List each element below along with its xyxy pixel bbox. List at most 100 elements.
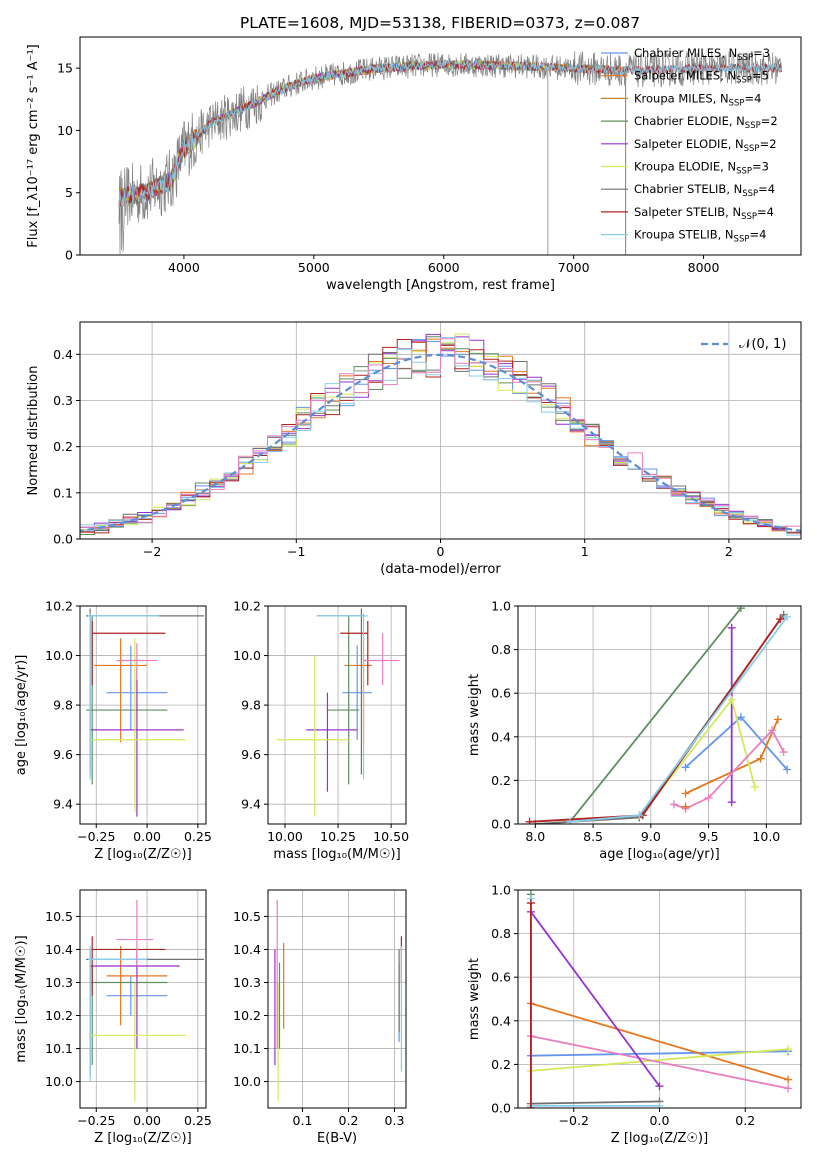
- x-tick-label: 10.50: [373, 829, 409, 844]
- y-tick-label: 5: [65, 185, 73, 200]
- y-tick-label: 0.0: [53, 532, 73, 547]
- legend-entry: Kroupa MILES, NSSP=4: [634, 91, 761, 108]
- x-tick-label: −0.25: [77, 1113, 115, 1128]
- model-spectrum: [118, 60, 549, 255]
- y-tick-label: 1.0: [491, 599, 511, 614]
- axes-frame: [267, 889, 407, 1109]
- x-tick-label: −0.25: [77, 829, 115, 844]
- y-tick-label: 0.8: [491, 926, 511, 941]
- weight-marker: [783, 612, 792, 621]
- y-tick-label: 0.3: [53, 393, 73, 408]
- y-tick-label: 0.8: [491, 642, 511, 657]
- y-tick-label: 10.2: [45, 599, 73, 614]
- legend-entry: Salpeter MILES, NSSP=5: [634, 69, 769, 86]
- y-tick-label: 10.3: [45, 975, 73, 990]
- y-tick-label: 10.4: [233, 942, 261, 957]
- normal-curve: [80, 353, 801, 533]
- y-tick-label: 10.1: [233, 1041, 261, 1056]
- weight-marker: [727, 695, 736, 704]
- x-tick-label: 0.00: [133, 829, 161, 844]
- legend-entry: Kroupa STELIB, NSSP=4: [634, 228, 766, 245]
- x-axis-label: age [log₁₀(age/yr)]: [599, 847, 720, 862]
- y-axis-label: Flux [f_λ10⁻¹⁷ erg cm⁻² s⁻¹ A⁻¹]: [26, 44, 41, 248]
- weight-marker: [635, 811, 644, 820]
- x-tick-label: 10.25: [320, 829, 356, 844]
- x-tick-label: 0.3: [385, 1113, 405, 1128]
- y-tick-label: 9.8: [241, 698, 261, 713]
- plot-area-age-vs-Z: [86, 608, 204, 817]
- model-spectrum: [118, 60, 549, 255]
- x-tick-label: 7000: [558, 260, 590, 275]
- axes-frame: [79, 889, 207, 1109]
- x-tick-label: 0: [437, 544, 445, 559]
- y-tick-label: 0.6: [491, 686, 511, 701]
- y-tick-label: 15: [57, 61, 73, 76]
- x-tick-label: 5000: [298, 260, 330, 275]
- x-tick-label: 4000: [168, 260, 200, 275]
- x-tick-label: −1: [287, 544, 305, 559]
- x-tick-label: 0.2: [735, 1113, 755, 1128]
- x-tick-label: 1: [581, 544, 589, 559]
- y-axis-label: mass weight: [467, 674, 482, 756]
- legend-entry: Chabrier MILES, NSSP=3: [634, 46, 770, 63]
- weight-marker: [681, 763, 690, 772]
- x-axis-label: Z [log₁₀(Z/Z☉)]: [94, 847, 191, 862]
- y-tick-label: 10.5: [45, 909, 73, 924]
- legend-entry: Kroupa ELODIE, NSSP=3: [634, 160, 769, 177]
- y-tick-label: 0.1: [53, 485, 73, 500]
- x-axis-label: wavelength [Angstrom, rest frame]: [326, 278, 555, 293]
- panel-residuals: −2 −1 0 1 2 0.0 0.1 0.2 0.3 0.4 (data-model)/error…: [26, 321, 802, 577]
- weight-marker: [681, 802, 690, 811]
- y-tick-label: 1.0: [491, 883, 511, 898]
- legend: 𝒩(0, 1): [701, 337, 786, 352]
- x-axis-label: (data-model)/error: [380, 562, 501, 577]
- y-tick-label: 10.0: [233, 648, 261, 663]
- x-tick-label: 0.1: [293, 1113, 313, 1128]
- panel-age-vs-Z: −0.25 0.00 0.25 9.4 9.6 9.8 10.0 10.2 Z [log₁₀(Z…: [14, 599, 212, 863]
- weight-line: [569, 616, 788, 823]
- legend-entry: Salpeter STELIB, NSSP=4: [634, 205, 774, 222]
- weight-marker: [655, 1082, 664, 1091]
- weight-line: [569, 607, 742, 823]
- x-tick-label: 0.25: [184, 1113, 212, 1128]
- axes-frame: [267, 605, 407, 825]
- y-tick-label: 0.2: [491, 1057, 511, 1072]
- weight-marker: [784, 1075, 793, 1084]
- weight-marker: [768, 726, 777, 735]
- x-tick-label: 9.0: [641, 829, 661, 844]
- y-axis-label: mass [log₁₀(M/M☉)]: [14, 935, 29, 1062]
- model-spectrum: [118, 59, 782, 208]
- weight-marker: [704, 793, 713, 802]
- y-tick-label: 10.4: [45, 942, 73, 957]
- weight-marker: [784, 1045, 793, 1054]
- weight-line: [530, 1002, 789, 1081]
- weight-marker: [750, 782, 759, 791]
- panel-mass-vs-EBV: 0.1 0.2 0.3 10.0 10.1 10.2 10.3 10.4 10.5 E(B-V): [233, 889, 407, 1146]
- weight-marker: [783, 765, 792, 774]
- weight-line: [684, 715, 788, 771]
- plot-area-mass-vs-EBV: [274, 899, 402, 1102]
- y-tick-label: 9.6: [241, 747, 261, 762]
- model-spectrum: [118, 59, 549, 255]
- y-tick-label: 10.5: [233, 909, 261, 924]
- y-tick-label: 0.4: [53, 347, 73, 362]
- weight-marker: [526, 1104, 535, 1108]
- weight-marker: [669, 800, 678, 809]
- y-tick-label: 10.1: [45, 1041, 73, 1056]
- y-tick-label: 10.0: [233, 1074, 261, 1089]
- weight-line: [530, 911, 661, 1087]
- weight-marker: [525, 817, 534, 824]
- y-axis-label: Normed distribution: [26, 366, 41, 496]
- x-tick-label: 8.0: [525, 829, 545, 844]
- y-tick-label: 0.4: [491, 729, 511, 744]
- x-tick-label: 10.00: [267, 829, 303, 844]
- legend-entry: Chabrier STELIB, NSSP=4: [634, 182, 775, 199]
- y-axis-label: mass weight: [467, 958, 482, 1040]
- panel-age-vs-mass: 10.00 10.25 10.50 9.4 9.6 9.8 10.0 10.2 mass [lo…: [233, 599, 409, 863]
- weight-marker: [727, 623, 736, 632]
- axes-frame: [79, 36, 802, 256]
- y-tick-label: 9.4: [241, 797, 261, 812]
- y-tick-label: 0.0: [491, 1101, 511, 1116]
- weight-line: [530, 1100, 660, 1105]
